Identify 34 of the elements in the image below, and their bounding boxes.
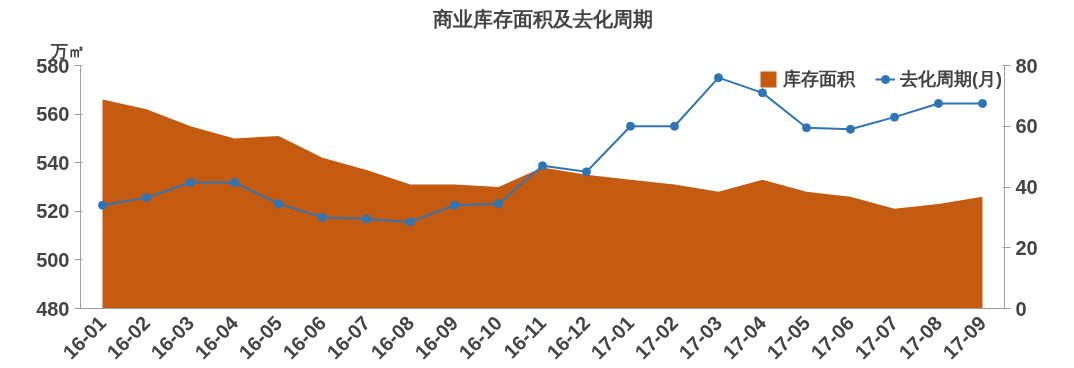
y2-tick-label: 60 [1015, 115, 1038, 138]
point [274, 199, 283, 209]
y2-tick-label: 20 [1015, 236, 1038, 259]
y2-tick-label: 40 [1015, 176, 1038, 198]
y-tick-label: 500 [36, 248, 70, 271]
point [362, 214, 371, 224]
point [846, 124, 855, 134]
point [758, 88, 767, 98]
chart-title: 商业库存面积及去化周期 [431, 7, 653, 30]
point [98, 200, 107, 210]
point [318, 212, 327, 222]
point [714, 73, 723, 83]
point [406, 217, 415, 227]
point [626, 121, 635, 131]
y2-tick-label: 80 [1015, 54, 1038, 77]
point [230, 177, 239, 187]
y-tick-label: 520 [36, 200, 70, 223]
y-tick-label: 560 [36, 103, 70, 126]
point [450, 200, 459, 210]
point [978, 98, 987, 108]
legend-label: 库存面积 [783, 68, 855, 91]
point [670, 121, 679, 131]
legend-label: 去化周期(月) [900, 68, 1002, 91]
point [494, 199, 503, 209]
point [934, 98, 943, 108]
point [538, 161, 547, 171]
point [142, 193, 151, 203]
point [890, 112, 899, 122]
point [186, 177, 195, 187]
y2-tick-label: 0 [1015, 297, 1027, 320]
y-tick-label: 540 [36, 151, 70, 174]
y-tick-label: 480 [36, 297, 70, 320]
point [802, 123, 811, 133]
point [582, 167, 591, 177]
